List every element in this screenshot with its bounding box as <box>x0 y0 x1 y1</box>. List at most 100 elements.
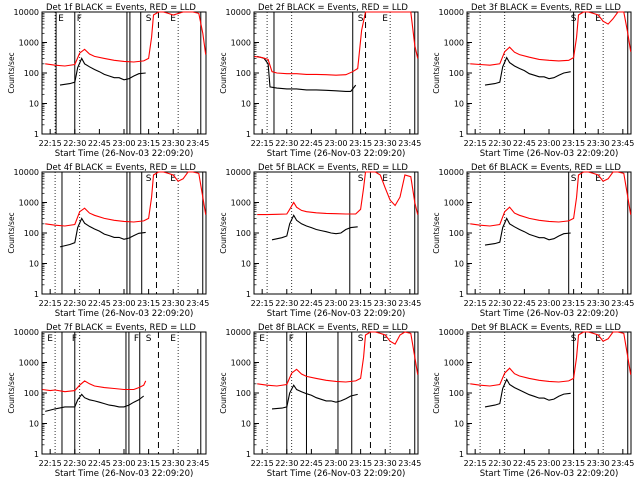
x-tick-label: 23:45 <box>611 459 634 468</box>
flag-letter: F <box>289 334 294 344</box>
x-tick-label: 22:30 <box>488 459 511 468</box>
events-series-line <box>484 217 571 246</box>
x-tick-label: 22:30 <box>275 299 298 308</box>
x-tick-label: 22:15 <box>251 139 274 148</box>
y-tick-label: 1000 <box>444 39 464 48</box>
detector-panel: Det 1f BLACK = Events, RED = LLD 1 10 100 10… <box>7 3 209 159</box>
flag-letter: E <box>382 14 388 24</box>
y-tick-label: 1 <box>34 450 39 459</box>
x-tick-label: 23:15 <box>137 139 160 148</box>
y-tick-label: 1000 <box>231 199 251 208</box>
y-axis-label: Counts/sec <box>219 372 228 413</box>
x-tick-label: 22:45 <box>300 299 323 308</box>
events-series-line <box>484 378 571 408</box>
y-tick-label: 1000 <box>231 359 251 368</box>
x-tick-label: 22:15 <box>464 299 487 308</box>
y-tick-label: 10 <box>241 260 251 269</box>
x-tick-label: 23:45 <box>186 299 209 308</box>
x-axis-label: Start Time (26-Nov-03 22:09:20) <box>480 149 619 159</box>
lld-series-line <box>470 171 632 227</box>
x-tick-label: 22:45 <box>513 139 536 148</box>
y-tick-label: 10000 <box>439 328 464 337</box>
x-tick-label: 23:00 <box>324 299 347 308</box>
y-axis-label: Counts/sec <box>432 212 441 253</box>
events-series-line <box>257 55 357 92</box>
x-tick-label: 23:30 <box>162 139 185 148</box>
y-tick-label: 100 <box>449 389 464 398</box>
y-tick-label: 1 <box>459 290 464 299</box>
plot-frame <box>466 331 632 455</box>
detector-panel: Det 9f BLACK = Events, RED = LLD 1 10 100 10… <box>432 323 634 479</box>
y-tick-label: 10 <box>241 420 251 429</box>
detector-panel: Det 4f BLACK = Events, RED = LLD 1 10 100 10… <box>7 163 209 319</box>
x-tick-label: 23:00 <box>537 299 560 308</box>
x-tick-label: 23:15 <box>349 139 372 148</box>
x-axis-label: Start Time (26-Nov-03 22:09:20) <box>480 469 619 479</box>
events-series-line <box>45 393 145 412</box>
y-axis-label: Counts/sec <box>219 212 228 253</box>
y-tick-label: 100 <box>449 69 464 78</box>
detector-panel: Det 3f BLACK = Events, RED = LLD 1 10 100 10… <box>432 3 634 159</box>
flag-letter: E <box>170 174 176 184</box>
flag-letter: S <box>571 14 577 24</box>
events-series-line <box>59 57 146 86</box>
detector-panel: Det 6f BLACK = Events, RED = LLD 1 10 100 10… <box>432 163 634 319</box>
x-tick-label: 22:15 <box>251 459 274 468</box>
flag-letter: S <box>146 14 152 24</box>
panel-title: Det 3f BLACK = Events, RED = LLD <box>471 3 621 13</box>
x-tick-label: 22:15 <box>464 139 487 148</box>
x-tick-label: 23:30 <box>587 459 610 468</box>
x-tick-label: 23:00 <box>537 139 560 148</box>
x-tick-label: 23:45 <box>611 299 634 308</box>
x-tick-label: 22:30 <box>63 139 86 148</box>
flag-letter: E <box>382 334 388 344</box>
x-axis-label: Start Time (26-Nov-03 22:09:20) <box>267 469 406 479</box>
y-tick-label: 1 <box>246 130 251 139</box>
flag-letter: S <box>146 334 152 344</box>
x-tick-label: 23:30 <box>374 459 397 468</box>
x-tick-label: 23:00 <box>112 139 135 148</box>
panel-title: Det 8f BLACK = Events, RED = LLD <box>258 323 408 333</box>
lld-series-line <box>470 331 632 387</box>
x-tick-label: 23:15 <box>562 299 585 308</box>
x-tick-label: 23:15 <box>137 299 160 308</box>
y-tick-label: 10 <box>241 100 251 109</box>
y-tick-label: 1000 <box>444 359 464 368</box>
x-tick-label: 23:00 <box>537 459 560 468</box>
x-tick-label: 22:15 <box>464 459 487 468</box>
panel-title: Det 7f BLACK = Events, RED = LLD <box>46 323 196 333</box>
x-tick-label: 22:45 <box>88 459 111 468</box>
flag-letter: E <box>170 14 176 24</box>
lld-series-line <box>254 11 419 76</box>
x-tick-label: 23:30 <box>374 139 397 148</box>
flag-letter: E <box>382 174 388 184</box>
y-tick-label: 1000 <box>231 39 251 48</box>
x-tick-label: 23:45 <box>398 139 421 148</box>
x-tick-label: 22:30 <box>63 299 86 308</box>
x-tick-label: 23:30 <box>162 459 185 468</box>
plot-frame <box>466 171 632 295</box>
x-tick-label: 23:00 <box>324 139 347 148</box>
x-tick-label: 22:15 <box>251 299 274 308</box>
flag-letter: F <box>134 334 139 344</box>
panel-title: Det 6f BLACK = Events, RED = LLD <box>471 163 621 173</box>
x-tick-label: 23:00 <box>112 299 135 308</box>
x-tick-label: 23:00 <box>324 459 347 468</box>
y-axis-label: Counts/sec <box>432 52 441 93</box>
flag-letter: E <box>170 334 176 344</box>
events-series-line <box>271 384 358 410</box>
y-tick-label: 10000 <box>226 8 251 17</box>
x-tick-label: 23:45 <box>186 459 209 468</box>
plot-frame <box>41 11 207 135</box>
y-tick-label: 1 <box>246 290 251 299</box>
detector-panel: Det 7f BLACK = Events, RED = LLD 1 10 100 10… <box>7 323 209 479</box>
y-tick-label: 10000 <box>439 168 464 177</box>
x-tick-label: 22:15 <box>39 299 62 308</box>
y-axis-label: Counts/sec <box>7 212 16 253</box>
panel-title: Det 1f BLACK = Events, RED = LLD <box>46 3 196 13</box>
x-axis-label: Start Time (26-Nov-03 22:09:20) <box>480 309 619 319</box>
panel-title: Det 9f BLACK = Events, RED = LLD <box>471 323 621 333</box>
x-tick-label: 23:30 <box>162 299 185 308</box>
x-tick-label: 22:45 <box>88 139 111 148</box>
y-tick-label: 1 <box>459 130 464 139</box>
